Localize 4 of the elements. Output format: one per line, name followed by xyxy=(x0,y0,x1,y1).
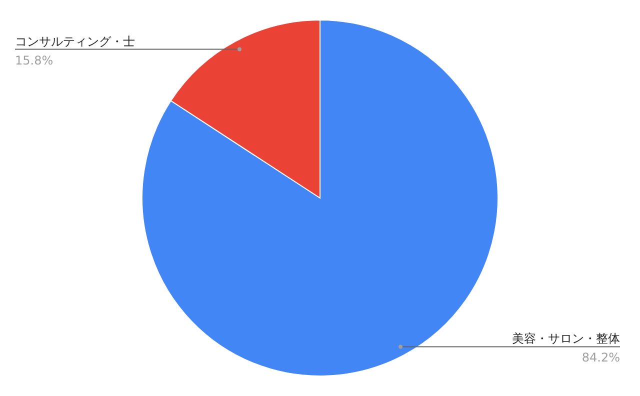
data-label: 15.8% xyxy=(15,53,54,68)
slice-label: 美容・サロン・整体 xyxy=(512,332,620,346)
data-label: 84.2% xyxy=(582,350,620,365)
slice-label: コンサルティング・士 xyxy=(15,34,135,48)
